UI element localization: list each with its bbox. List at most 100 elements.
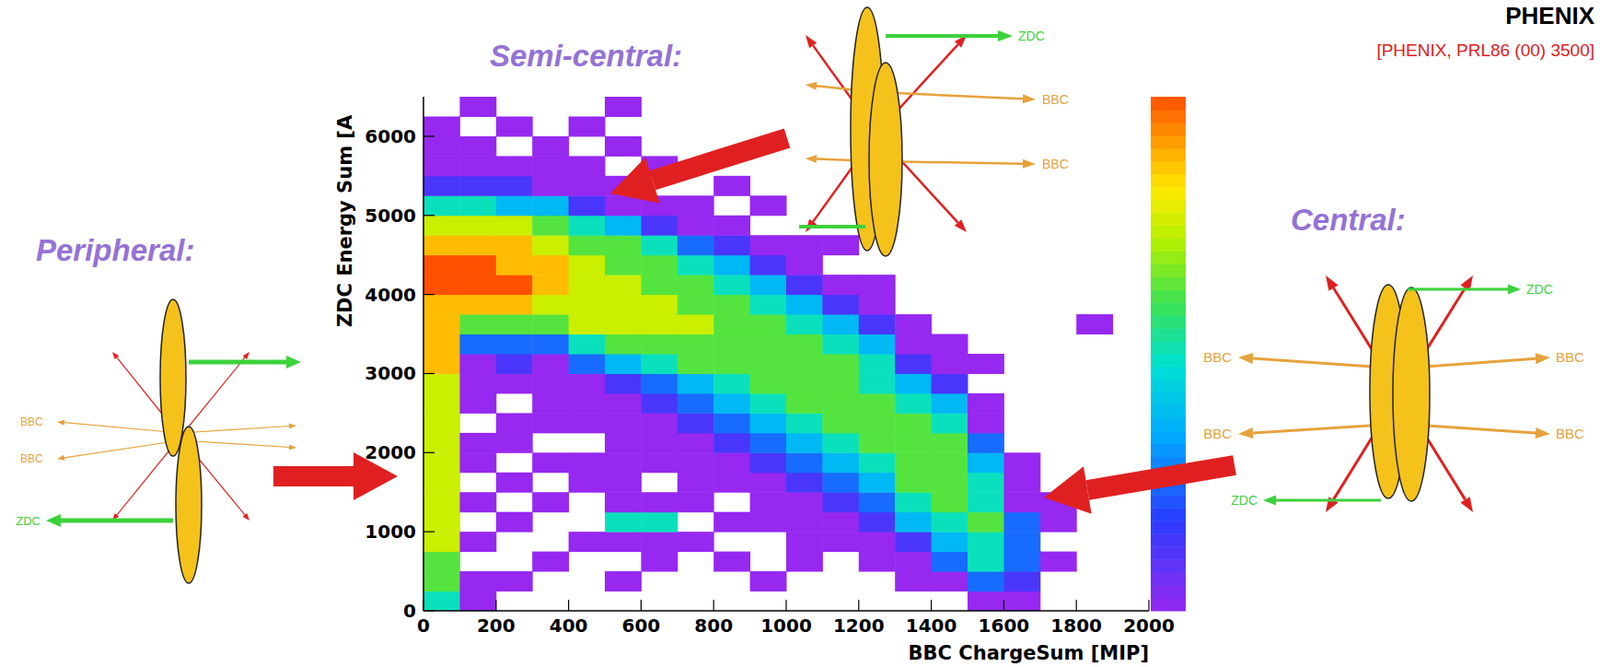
cell <box>786 195 824 216</box>
bbc-track-head <box>1535 427 1551 439</box>
cell <box>568 255 606 276</box>
cell <box>496 255 534 276</box>
cell <box>1076 294 1114 315</box>
cell <box>822 313 859 335</box>
cell <box>894 215 932 236</box>
cell <box>568 531 606 552</box>
zdc-label: ZDC <box>1526 281 1554 297</box>
cell <box>1003 136 1041 157</box>
cell <box>677 215 715 236</box>
cell <box>604 511 642 533</box>
cell <box>713 255 751 276</box>
cell <box>568 215 606 236</box>
colorbar-step <box>1150 507 1186 521</box>
cell <box>532 372 569 394</box>
cell <box>640 136 678 157</box>
cell <box>1113 334 1149 355</box>
cell <box>568 511 606 533</box>
cell <box>967 551 1005 572</box>
colorbar-step <box>1150 250 1186 264</box>
cell <box>786 491 824 512</box>
colorbar-step <box>1150 430 1186 444</box>
x-tick-label: 600 <box>622 614 661 637</box>
cell <box>713 412 751 433</box>
cell <box>967 353 1005 374</box>
cell <box>713 491 751 512</box>
colorbar-step <box>1150 405 1186 418</box>
cell <box>1113 215 1149 236</box>
cell <box>1076 531 1114 552</box>
cell <box>1040 551 1078 572</box>
cell <box>568 274 606 295</box>
cell <box>459 531 497 552</box>
cell <box>1076 234 1114 256</box>
x-tick <box>1076 599 1078 611</box>
cell <box>894 591 932 611</box>
cell <box>750 274 788 295</box>
cell <box>1076 432 1114 453</box>
cell <box>496 432 534 453</box>
cell <box>677 452 715 473</box>
zdc-track <box>799 224 866 229</box>
cell <box>1040 313 1078 335</box>
bbc-label: BBC <box>1555 348 1585 365</box>
cell <box>713 452 751 473</box>
cell <box>423 551 461 572</box>
logo: PHENIX <box>1505 1 1595 30</box>
cell <box>640 234 678 256</box>
cell <box>604 570 642 592</box>
cell <box>1113 195 1149 216</box>
cell <box>640 353 678 374</box>
cell <box>931 255 969 276</box>
cell <box>532 491 569 512</box>
cell <box>786 412 824 433</box>
cell <box>640 472 678 493</box>
x-tick-label: 1400 <box>905 614 958 637</box>
cell <box>1003 353 1041 374</box>
y-tick <box>423 609 435 611</box>
cell <box>786 551 824 572</box>
cell <box>423 234 461 256</box>
cell <box>1040 175 1078 197</box>
y-tick-label: 0 <box>403 599 417 622</box>
cell <box>423 334 461 355</box>
cell <box>496 511 534 533</box>
cell <box>568 372 606 394</box>
bbc-track <box>64 440 181 458</box>
cell <box>750 393 788 414</box>
particle-head <box>243 351 250 360</box>
cell <box>1003 334 1041 355</box>
colorbar-step <box>1150 186 1186 200</box>
y-tick <box>423 372 435 374</box>
colorbar-step <box>1150 392 1186 406</box>
cell <box>423 294 461 315</box>
x-tick-label: 1000 <box>760 614 812 637</box>
cell <box>750 294 788 315</box>
x-tick-label: 200 <box>476 614 516 637</box>
cell <box>496 551 534 572</box>
cell <box>822 591 859 611</box>
cell <box>568 334 606 355</box>
cell <box>822 274 859 295</box>
cell <box>496 591 534 611</box>
cell <box>822 412 859 433</box>
cell <box>532 452 569 473</box>
cell <box>967 274 1005 295</box>
cell <box>1040 511 1078 533</box>
cell <box>459 591 497 611</box>
colorbar-step <box>1150 148 1186 162</box>
zdc-track-head <box>46 513 61 527</box>
cell <box>640 412 678 433</box>
cell <box>532 115 569 137</box>
y-tick <box>423 452 435 453</box>
cell <box>750 472 788 493</box>
axes: 0200400600800100012001400160018002000010… <box>334 96 1175 664</box>
cell <box>1003 115 1041 137</box>
cell <box>459 432 497 453</box>
cell <box>459 511 497 533</box>
cell <box>750 531 788 552</box>
cell <box>1040 136 1078 157</box>
cell <box>423 136 461 157</box>
cell <box>532 353 569 374</box>
cell <box>1003 294 1041 315</box>
